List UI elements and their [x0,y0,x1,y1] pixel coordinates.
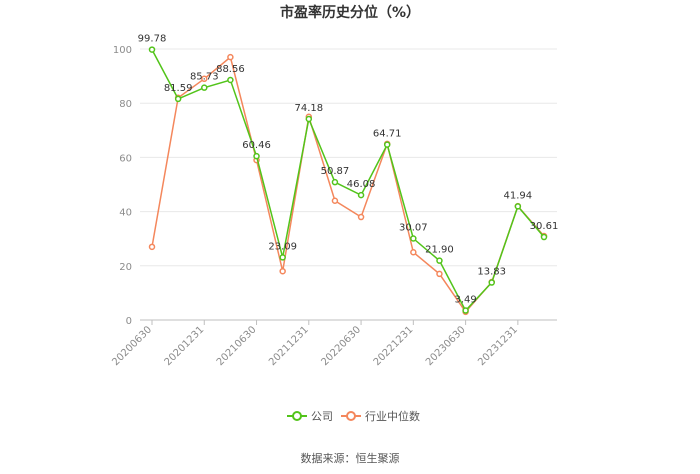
data-label: 74.18 [294,103,323,114]
data-point-industry[interactable] [201,75,208,83]
x-axis: 20200630 20201231 20210630 20211231 20220630… [110,320,520,368]
legend: 公司 行业中位数 [287,409,420,423]
data-label: 81.59 [164,83,193,94]
x-tick-label: 20211231 [267,324,311,368]
legend-label-company: 公司 [311,410,333,423]
data-point-industry[interactable] [227,53,234,61]
chart-title: 市盈率历史分位（%） [280,4,420,21]
data-label: 88.56 [216,64,245,75]
series-group [148,46,548,316]
series-line-company [151,49,545,312]
legend-label-industry: 行业中位数 [365,409,420,423]
data-label: 41.94 [504,190,533,201]
data-point-company[interactable] [514,203,522,210]
source-note: 数据来源：恒生聚源 [301,451,400,465]
data-label: 46.08 [347,179,376,190]
y-tick-label: 60 [119,153,132,164]
legend-marker-company [292,411,302,421]
data-point-industry[interactable] [148,243,156,251]
data-point-company[interactable] [148,46,156,53]
data-label: 30.61 [530,221,559,232]
data-label: 64.71 [373,129,402,140]
legend-item-industry[interactable]: 行业中位数 [341,409,420,423]
x-tick-label: 20231231 [476,324,520,368]
y-tick-label: 20 [119,262,132,273]
data-point-company[interactable] [410,235,417,242]
data-point-company[interactable] [488,279,495,286]
data-point-company[interactable] [383,141,391,148]
y-tick-label: 80 [119,99,132,110]
x-tick-label: 20220630 [319,324,363,368]
data-point-company[interactable] [331,178,339,186]
data-point-industry[interactable] [279,267,286,275]
data-point-industry[interactable] [436,270,443,278]
legend-item-company[interactable]: 公司 [287,410,333,423]
grid [140,48,557,321]
data-point-company[interactable] [305,115,313,123]
data-point-company[interactable] [462,307,469,314]
data-label: 85.73 [190,72,219,83]
data-label: 50.87 [321,166,350,177]
data-point-company[interactable] [253,152,260,160]
y-axis: 0 20 40 60 80 100 [113,45,132,327]
data-point-company[interactable] [436,257,443,264]
y-tick-label: 40 [119,208,132,219]
data-point-industry[interactable] [331,197,339,205]
y-tick-label: 0 [126,316,132,327]
legend-marker-industry [346,411,356,421]
data-label: 21.90 [425,245,454,256]
data-point-company[interactable] [279,254,286,261]
x-tick-label: 20201231 [163,324,207,368]
x-tick-label: 20200630 [110,324,154,368]
data-label: 13.83 [477,267,506,278]
data-label: 3.49 [454,295,476,306]
data-point-company[interactable] [174,95,182,103]
data-point-company[interactable] [201,84,208,91]
data-point-company[interactable] [540,233,548,241]
y-tick-label: 100 [113,45,132,56]
data-label: 60.46 [242,140,271,151]
x-tick-label: 20221231 [372,324,416,368]
data-label: 23.09 [268,241,297,252]
data-point-industry[interactable] [410,249,417,256]
data-label: 99.78 [138,34,167,45]
data-point-company[interactable] [357,191,365,199]
data-point-company[interactable] [227,76,234,84]
x-tick-label: 20230630 [424,324,468,368]
data-label: 30.07 [399,223,428,234]
x-tick-label: 20210630 [215,324,259,368]
data-point-industry[interactable] [357,213,365,221]
